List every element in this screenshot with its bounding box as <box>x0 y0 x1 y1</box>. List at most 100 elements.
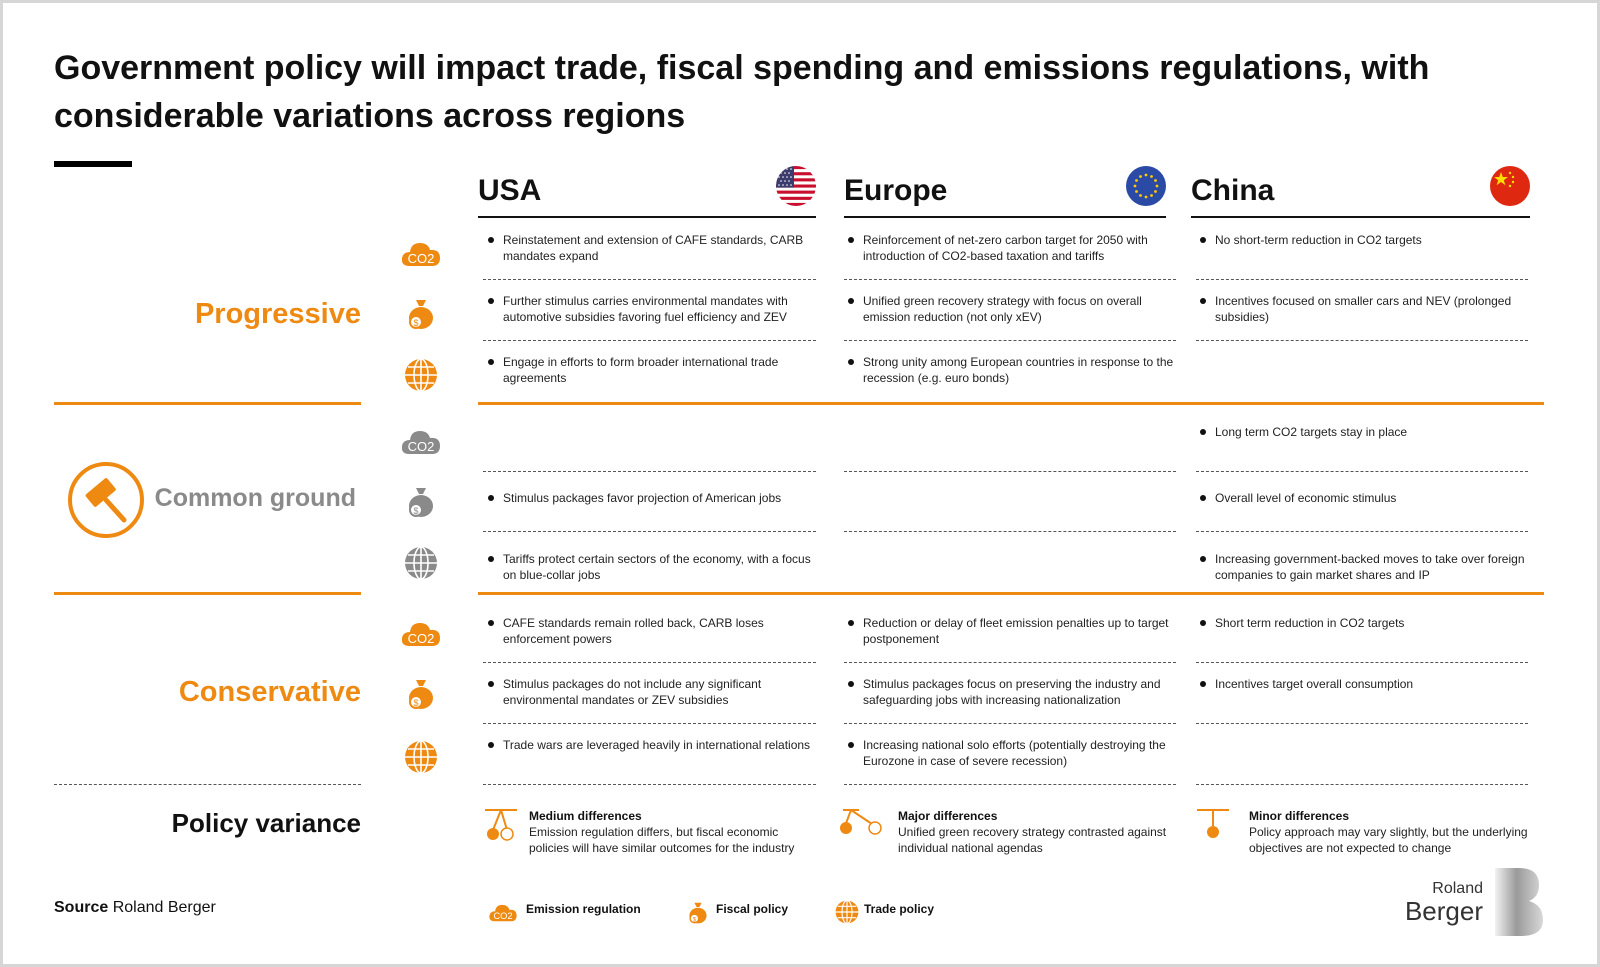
variance-usa-title: Medium differences <box>529 809 642 823</box>
dash-separator <box>483 471 816 472</box>
variance-usa-text: Emission regulation differs, but fiscal … <box>529 825 795 855</box>
bullet-dot <box>1200 495 1206 501</box>
trade-policy-icon <box>832 898 862 926</box>
cell-text: Engage in efforts to form broader intern… <box>503 355 779 385</box>
svg-text:CO2: CO2 <box>408 439 435 454</box>
cell-progressive-china-fiscal: Incentives focused on smaller cars and N… <box>1197 293 1527 325</box>
cell-conservative-europe-fiscal: Stimulus packages focus on preserving th… <box>845 676 1175 708</box>
variance-china-title: Minor differences <box>1249 809 1350 823</box>
emission-regulation-icon: CO2 <box>488 898 518 926</box>
bullet-dot <box>488 237 494 243</box>
eu-flag-icon <box>1126 166 1166 206</box>
cell-progressive-europe-trade: Strong unity among European countries in… <box>845 354 1175 386</box>
svg-text:CO2: CO2 <box>408 251 435 266</box>
trade-policy-icon <box>400 738 442 776</box>
emission-regulation-icon: CO2 <box>400 614 442 652</box>
dash-separator <box>1196 471 1528 472</box>
cell-common-china-trade: Increasing government-backed moves to ta… <box>1197 551 1527 583</box>
page-title: Government policy will impact trade, fis… <box>54 49 1430 135</box>
bullet-dot <box>488 681 494 687</box>
variance-usa: Medium differences Emission regulation d… <box>529 808 799 856</box>
dash-separator <box>844 784 1176 785</box>
variance-europe: Major differences Unified green recovery… <box>898 808 1168 856</box>
divider-grid-1 <box>478 402 1544 405</box>
bullet-dot <box>1200 237 1206 243</box>
variance-europe-title: Major differences <box>898 809 998 823</box>
cell-conservative-usa-fiscal: Stimulus packages do not include any sig… <box>485 676 815 708</box>
cell-progressive-usa-fiscal: Further stimulus carries environmental m… <box>485 293 815 325</box>
dash-separator <box>483 784 816 785</box>
bullet-dot <box>1200 556 1206 562</box>
cell-text: Strong unity among European countries in… <box>863 355 1174 385</box>
bullet-dot <box>848 681 854 687</box>
logo-b-mark <box>1495 868 1543 936</box>
svg-text:CO2: CO2 <box>493 911 512 921</box>
cell-text: Stimulus packages focus on preserving th… <box>863 677 1161 707</box>
cell-text: Reinstatement and extension of CAFE stan… <box>503 233 804 263</box>
svg-text:$: $ <box>413 318 418 328</box>
svg-text:$: $ <box>413 698 418 708</box>
dash-separator <box>483 723 816 724</box>
region-header-usa: USA <box>478 166 816 218</box>
cell-progressive-europe-fiscal: Unified green recovery strategy with foc… <box>845 293 1175 325</box>
divider-left-3 <box>54 784 361 785</box>
svg-text:CO2: CO2 <box>408 631 435 646</box>
cell-text: Unified green recovery strategy with foc… <box>863 294 1142 324</box>
divider-grid-2 <box>478 592 1544 595</box>
trade-policy-icon <box>400 356 442 394</box>
divider-left-1 <box>54 402 361 405</box>
cell-common-china-fiscal: Overall level of economic stimulus <box>1197 490 1527 506</box>
cell-progressive-usa-emission: Reinstatement and extension of CAFE stan… <box>485 232 815 264</box>
bullet-dot <box>1200 298 1206 304</box>
bullet-dot <box>1200 429 1206 435</box>
bullet-dot <box>488 359 494 365</box>
cell-common-china-emission: Long term CO2 targets stay in place <box>1197 424 1527 440</box>
source-label: Source <box>54 899 109 916</box>
region-header-china: China <box>1191 166 1530 218</box>
dash-separator <box>844 531 1176 532</box>
source-value: Roland Berger <box>112 899 216 916</box>
bullet-dot <box>488 495 494 501</box>
title-underline <box>54 161 132 167</box>
emission-regulation-icon: CO2 <box>400 422 442 460</box>
bullet-dot <box>848 298 854 304</box>
dash-separator <box>1196 279 1528 280</box>
cell-text: Increasing national solo efforts (potent… <box>863 738 1166 768</box>
emission-regulation-icon: CO2 <box>400 234 442 272</box>
dash-separator <box>483 531 816 532</box>
dash-separator <box>1196 531 1528 532</box>
china-flag-icon <box>1490 166 1530 206</box>
us-flag-icon <box>776 166 816 206</box>
category-progressive: Progressive <box>194 298 361 330</box>
bullet-dot <box>848 359 854 365</box>
cell-text: Stimulus packages favor projection of Am… <box>503 491 782 505</box>
dash-separator <box>844 471 1176 472</box>
cell-text: Incentives focused on smaller cars and N… <box>1215 294 1512 324</box>
fiscal-policy-icon: $ <box>400 294 442 332</box>
cell-common-usa-fiscal: Stimulus packages favor projection of Am… <box>485 490 815 506</box>
source-note: Source Roland Berger <box>54 899 216 917</box>
svg-text:$: $ <box>693 916 697 923</box>
dash-separator <box>1196 723 1528 724</box>
cell-conservative-china-emission: Short term reduction in CO2 targets <box>1197 615 1527 631</box>
bullet-dot <box>488 742 494 748</box>
bullet-dot <box>488 556 494 562</box>
cell-conservative-usa-trade: Trade wars are leveraged heavily in inte… <box>485 737 815 753</box>
variance-europe-text: Unified green recovery strategy contrast… <box>898 825 1167 855</box>
legend-trade: Trade policy <box>864 902 935 916</box>
fiscal-policy-icon: $ <box>400 674 442 712</box>
major-difference-icon <box>839 808 882 842</box>
region-name-europe: Europe <box>844 174 948 207</box>
cell-text: Increasing government-backed moves to ta… <box>1215 552 1525 582</box>
bullet-dot <box>848 237 854 243</box>
dash-separator <box>483 662 816 663</box>
dash-separator <box>1196 340 1528 341</box>
trade-policy-icon <box>400 544 442 582</box>
cell-common-usa-trade: Tariffs protect certain sectors of the e… <box>485 551 815 583</box>
category-conservative: Conservative <box>178 676 361 708</box>
cell-conservative-europe-emission: Reduction or delay of fleet emission pen… <box>845 615 1175 647</box>
category-common-ground: Common ground <box>154 484 356 512</box>
bullet-dot <box>848 742 854 748</box>
variance-china: Minor differences Policy approach may va… <box>1249 808 1529 856</box>
